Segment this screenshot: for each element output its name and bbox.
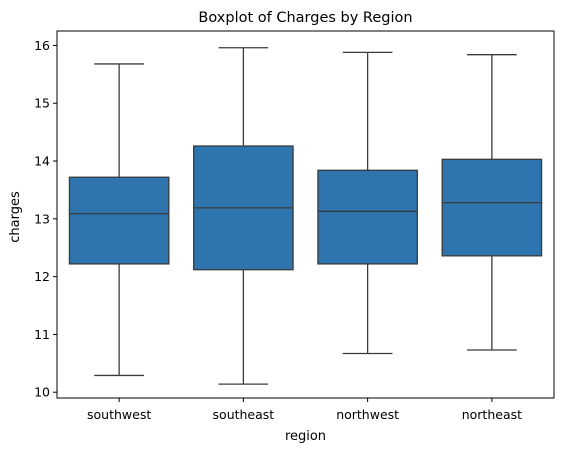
box-southeast	[193, 47, 294, 385]
y-tick-label: 13	[34, 211, 50, 226]
iqr-box	[441, 158, 543, 257]
x-tick-label: northwest	[336, 407, 399, 422]
box-northwest	[317, 51, 418, 355]
x-tick-label: southeast	[213, 407, 275, 422]
plot-frame	[56, 30, 555, 399]
x-tick-label: southwest	[87, 407, 151, 422]
y-tick-label: 14	[34, 154, 50, 169]
y-tick-label: 11	[34, 327, 50, 342]
x-axis: southwest southeast northwest northeast	[87, 398, 522, 422]
chart-title: Boxplot of Charges by Region	[198, 10, 412, 26]
iqr-box	[317, 169, 418, 265]
y-tick-label: 10	[34, 385, 50, 400]
iqr-box	[68, 176, 170, 265]
box-southwest	[68, 63, 170, 377]
box-northeast	[441, 54, 543, 351]
y-axis-title: charges	[8, 191, 23, 243]
x-axis-title: region	[285, 429, 326, 444]
y-tick-label: 16	[34, 38, 50, 53]
plot-area	[68, 47, 543, 385]
y-tick-label: 12	[34, 269, 50, 284]
y-axis: 10 11 12 13 14 15 16	[34, 38, 57, 400]
x-tick-label: northeast	[462, 407, 522, 422]
y-tick-label: 15	[34, 96, 50, 111]
